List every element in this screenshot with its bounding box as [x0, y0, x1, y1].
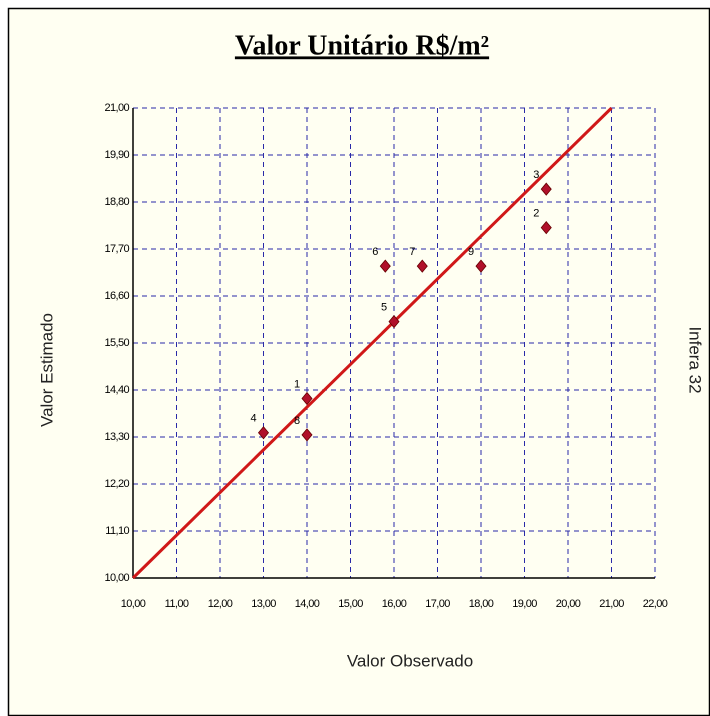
point-label: 2	[533, 208, 539, 220]
side-label: Infera 32	[686, 326, 705, 393]
x-tick-label: 17,00	[425, 598, 450, 610]
point	[301, 428, 313, 442]
point	[388, 315, 400, 329]
y-tick-label: 14,40	[104, 384, 129, 396]
x-tick-label: 18,00	[469, 598, 494, 610]
x-tick-label: 10,00	[121, 598, 146, 610]
y-tick-label: 19,90	[104, 149, 129, 161]
point	[475, 259, 487, 273]
y-tick-label: 12,20	[104, 478, 129, 490]
x-tick-label: 22,00	[643, 598, 668, 610]
point	[301, 391, 313, 406]
point-label: 9	[468, 246, 474, 258]
x-tick-label: 11,00	[165, 598, 189, 610]
y-axis-label: Valor Estimado	[37, 313, 56, 427]
point-label: 6	[372, 246, 378, 258]
x-tick-label: 12,00	[208, 598, 233, 610]
point	[540, 182, 552, 196]
point-label: 7	[409, 246, 415, 258]
y-tick-label: 13,30	[104, 431, 129, 443]
x-tick-label: 19,00	[512, 598, 537, 610]
y-tick-label: 16,60	[104, 290, 129, 302]
x-tick-label: 13,00	[251, 598, 276, 610]
point	[257, 426, 270, 440]
x-axis-label: Valor Observado	[347, 651, 473, 670]
x-tick-label: 20,00	[556, 598, 581, 610]
x-tick-label: 14,00	[295, 598, 320, 610]
y-tick-label: 10,00	[104, 572, 129, 584]
x-tick-label: 16,00	[382, 598, 407, 610]
point-label: 3	[533, 169, 539, 181]
x-tick-label: 21,00	[599, 598, 624, 610]
x-tick-label: 15,00	[338, 598, 363, 610]
point	[379, 259, 391, 273]
point-label: 1	[294, 378, 300, 390]
point	[416, 259, 428, 273]
point-label: 5	[381, 302, 387, 314]
reference-line	[131, 106, 613, 580]
y-tick-label: 17,70	[104, 243, 129, 255]
y-tick-label: 15,50	[104, 337, 129, 349]
chart-title: Valor Unitário R$/m²	[235, 30, 489, 61]
y-tick-label: 11,10	[105, 525, 129, 537]
point	[540, 221, 552, 235]
y-tick-label: 21,00	[104, 102, 129, 114]
point-label: 4	[250, 413, 256, 425]
point-label: 8	[294, 415, 300, 427]
y-tick-label: 18,80	[104, 196, 129, 208]
